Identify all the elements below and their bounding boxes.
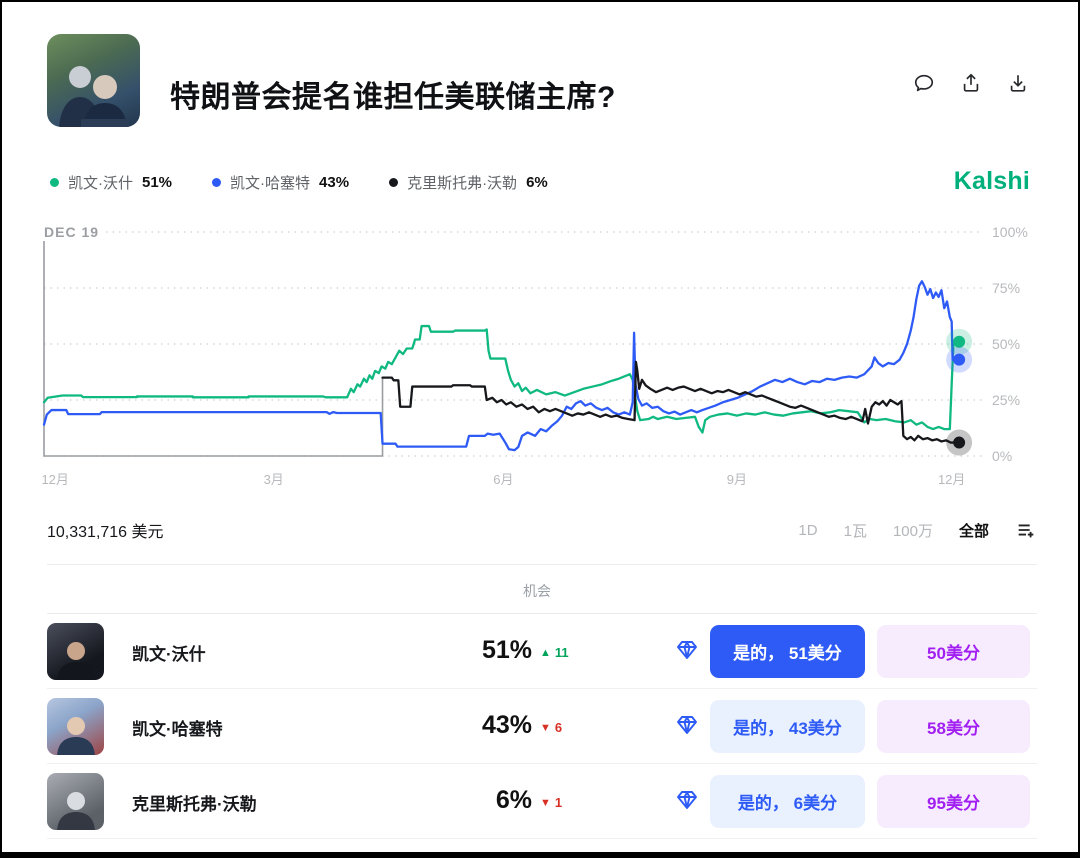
table-row: 克里斯托弗·沃勒 6% ▼ 1 是的， 6美分 95美分 xyxy=(47,764,1037,839)
diamond-icon[interactable] xyxy=(675,788,699,812)
chance-percent: 43% xyxy=(481,711,532,739)
table-row: 凯文·哈塞特 43% ▼ 6 是的， 43美分 58美分 xyxy=(47,689,1037,764)
svg-text:50%: 50% xyxy=(992,336,1020,352)
kalshi-logo: Kalshi xyxy=(953,167,1030,195)
change-arrow-icon: ▼ xyxy=(540,796,551,809)
page-title: 特朗普会提名谁担任美联储主席? xyxy=(170,81,616,114)
contract-name: 克里斯托弗·沃勒 xyxy=(132,795,257,814)
chance-column-label: 机会 xyxy=(523,583,551,599)
yes-button[interactable]: 是的， 43美分 xyxy=(710,700,865,753)
legend-item[interactable]: 凯文·哈塞特 43% xyxy=(212,172,349,193)
chance-percent: 6% xyxy=(495,786,532,814)
range-option[interactable]: 全部 xyxy=(959,520,989,541)
chance-change: ▼ 1 xyxy=(540,795,562,810)
legend-dot-icon xyxy=(212,178,222,187)
change-value: 1 xyxy=(554,795,563,810)
no-button[interactable]: 50美分 xyxy=(877,625,1030,678)
range-option[interactable]: 1瓦 xyxy=(844,520,867,541)
svg-text:0%: 0% xyxy=(992,448,1012,464)
legend-value: 43% xyxy=(319,174,350,191)
legend-value: 6% xyxy=(526,174,548,191)
svg-text:6月: 6月 xyxy=(493,472,513,487)
svg-text:9月: 9月 xyxy=(727,472,747,487)
contract-name: 凯文·哈塞特 xyxy=(132,720,223,739)
diamond-icon[interactable] xyxy=(675,713,699,737)
share-icon[interactable] xyxy=(959,72,983,96)
chance-percent: 51% xyxy=(481,636,532,664)
legend-name: 凯文·沃什 xyxy=(68,175,133,192)
no-button[interactable]: 58美分 xyxy=(877,700,1030,753)
contract-name: 凯文·沃什 xyxy=(132,645,206,664)
legend-item[interactable]: 凯文·沃什 51% xyxy=(50,172,172,193)
table-header: 机会 xyxy=(47,564,1037,614)
no-button[interactable]: 95美分 xyxy=(877,775,1030,828)
legend-dot-icon xyxy=(50,178,59,187)
yes-button[interactable]: 是的， 6美分 xyxy=(710,775,865,828)
contract-avatar xyxy=(47,698,104,755)
yes-button[interactable]: 是的， 51美分 xyxy=(710,625,865,678)
contract-avatar xyxy=(47,773,104,830)
market-avatar xyxy=(47,34,140,127)
comment-icon[interactable] xyxy=(912,72,936,96)
svg-text:12月: 12月 xyxy=(938,472,965,487)
total-volume: 10,331,716 美元 xyxy=(47,524,164,541)
change-value: 11 xyxy=(554,645,569,660)
svg-text:12月: 12月 xyxy=(41,472,68,487)
svg-text:DEC 19: DEC 19 xyxy=(44,224,99,240)
change-arrow-icon: ▲ xyxy=(540,646,551,659)
table-row: 凯文·沃什 51% ▲ 11 是的， 51美分 50美分 xyxy=(47,614,1037,689)
chance-change: ▼ 6 xyxy=(540,720,562,735)
chart-legend: 凯文·沃什 51% 凯文·哈塞特 43% 克里斯托弗·沃勒 6% xyxy=(50,172,548,193)
header-actions xyxy=(912,72,1030,96)
range-option[interactable]: 1D xyxy=(798,521,818,539)
list-plus-icon[interactable] xyxy=(1015,519,1037,541)
legend-value: 51% xyxy=(142,174,173,191)
contract-avatar xyxy=(47,623,104,680)
diamond-icon[interactable] xyxy=(675,638,699,662)
change-value: 6 xyxy=(554,720,563,735)
range-selector: 1D 1瓦 100万 全部 xyxy=(798,519,1037,541)
price-chart[interactable]: 100% 75% 50% 25% 0% DEC 19 12月 3月 6月 9月 12月 xyxy=(41,216,1044,492)
svg-text:3月: 3月 xyxy=(264,472,284,487)
change-arrow-icon: ▼ xyxy=(540,721,551,734)
legend-name: 克里斯托弗·沃勒 xyxy=(407,175,518,192)
legend-dot-icon xyxy=(389,178,399,187)
download-icon[interactable] xyxy=(1006,72,1030,96)
outcomes-table: 机会 凯文·沃什 51% ▲ 11 是的， 51美分 50美分 xyxy=(47,564,1037,839)
legend-name: 凯文·哈塞特 xyxy=(230,175,311,192)
range-option[interactable]: 100万 xyxy=(893,520,933,541)
svg-text:25%: 25% xyxy=(992,392,1020,408)
chance-change: ▲ 11 xyxy=(540,645,569,660)
svg-text:100%: 100% xyxy=(992,224,1028,240)
svg-text:75%: 75% xyxy=(992,280,1020,296)
legend-item[interactable]: 克里斯托弗·沃勒 6% xyxy=(389,172,548,193)
